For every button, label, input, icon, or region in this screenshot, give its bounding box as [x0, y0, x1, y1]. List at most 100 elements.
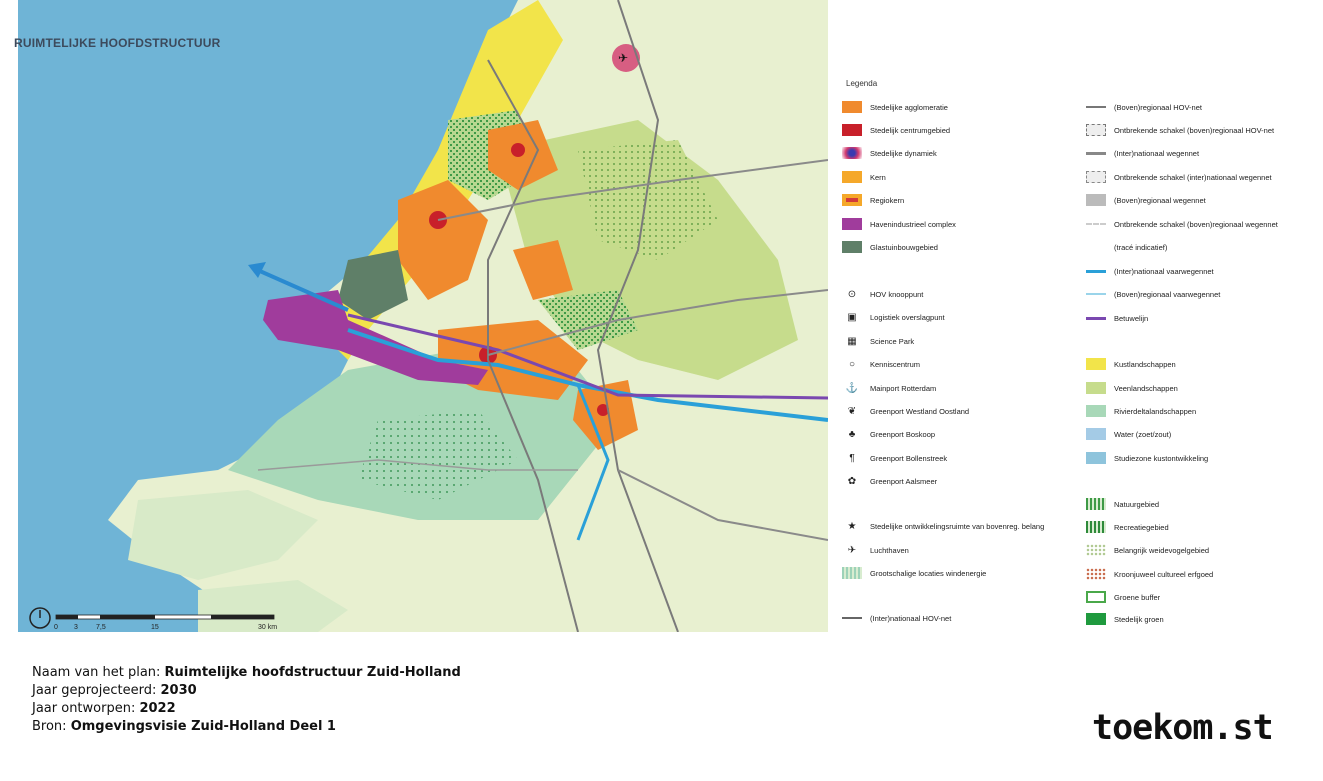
legend-swatch	[1086, 269, 1106, 273]
main-waterway	[347, 328, 828, 422]
science-park-icon: ▦	[847, 335, 857, 347]
legend-label: Rivierdeltalandschappen	[1114, 406, 1197, 416]
scale-label-3: 15	[151, 624, 159, 631]
legend-swatch	[1086, 521, 1106, 533]
legend-label: (Inter)nationaal vaarwegennet	[1114, 266, 1214, 276]
hov-knooppunt-icon: ⊙	[847, 288, 857, 300]
source-label: Bron:	[32, 719, 71, 734]
legend-item: ⊙ HOV knooppunt	[842, 287, 924, 301]
greenport-aalsmeer-icon: ✿	[847, 475, 857, 487]
source-value: Omgevingsvisie Zuid-Holland Deel 1	[70, 719, 336, 734]
legend-label: Belangrijk weidevogelgebied	[1114, 545, 1210, 555]
legend-item: (Boven)regionaal wegennet	[1086, 193, 1206, 207]
legend-swatch	[842, 241, 862, 253]
legend-item: Veenlandschappen	[1086, 381, 1178, 395]
legend-swatch	[842, 194, 862, 206]
sea-route-arrow	[248, 262, 266, 278]
legend-item: (Boven)regionaal HOV-net	[1086, 100, 1202, 114]
highway-a12	[437, 159, 828, 221]
legend-item: ⚓ Mainport Rotterdam	[842, 381, 937, 395]
scale-label-4: 30 km	[258, 624, 278, 631]
legend-swatch	[1086, 293, 1106, 295]
legend-item: Betuwelijn	[1086, 311, 1148, 325]
legend-label: Havenindustrieel complex	[870, 219, 956, 229]
legend-swatch	[842, 171, 862, 183]
legend-label: Stedelijk groen	[1114, 614, 1164, 624]
legend-item: Kern	[842, 170, 886, 184]
legend-label: Kroonjuweel cultureel erfgoed	[1114, 569, 1214, 579]
legend-title: Legenda	[846, 79, 878, 88]
legend-swatch	[842, 101, 862, 113]
legend-label: (tracé indicatief)	[1114, 242, 1168, 252]
highway-north-south	[487, 59, 579, 632]
legend-label: (Inter)nationaal HOV-net	[870, 613, 952, 623]
betuwe-line	[347, 313, 828, 400]
legend-label: Greenport Bollenstreek	[870, 453, 948, 463]
legend-label: Kustlandschappen	[1114, 359, 1176, 369]
road-south	[257, 459, 578, 471]
legend-item: ✈ Luchthaven	[842, 543, 909, 557]
source-row: Bron: Omgevingsvisie Zuid-Holland Deel 1	[32, 718, 461, 736]
sea-route-line	[252, 266, 349, 312]
legend-swatch	[1086, 151, 1106, 155]
highway-a20	[487, 289, 828, 356]
legend-label: Greenport Aalsmeer	[870, 476, 938, 486]
star-icon: ★	[847, 520, 857, 532]
legend-swatch	[1086, 194, 1106, 206]
legend-swatch	[1086, 498, 1106, 510]
scale-bar: 0 3 7,5 15 30 km	[26, 606, 286, 641]
legend-label: Ontbrekende schakel (boven)regionaal HOV…	[1114, 125, 1275, 135]
legend-label: Studiezone kustontwikkeling	[1114, 453, 1209, 463]
centre-dordrecht	[597, 404, 609, 416]
legend-item: Recreatiegebied	[1086, 520, 1169, 534]
legend-swatch	[842, 124, 862, 136]
projected-year-row: Jaar geprojecteerd: 2030	[32, 682, 461, 700]
map-title: RUIMTELIJKE HOOFDSTRUCTUUR	[14, 36, 221, 50]
legend-item: (Inter)nationaal vaarwegennet	[1086, 264, 1214, 278]
projected-year-label: Jaar geprojecteerd:	[32, 683, 161, 698]
legend-label: Logistiek overslagpunt	[870, 312, 945, 322]
legend-item: Natuurgebied	[1086, 497, 1159, 511]
plan-name-value: Ruimtelijke hoofdstructuur Zuid-Holland	[164, 665, 461, 680]
legend-label: (Inter)nationaal wegennet	[1114, 148, 1200, 158]
legend-item: Stedelijk centrumgebied	[842, 123, 950, 137]
legend-swatch	[1086, 613, 1106, 625]
legend-label: Grootschalige locaties windenergie	[870, 568, 987, 578]
map-panel: ✈	[18, 0, 828, 632]
legend-item: Stedelijke agglomeratie	[842, 100, 948, 114]
legend-item: ○ Kenniscentrum	[842, 357, 920, 371]
legend-swatch	[1086, 568, 1106, 580]
kenniscentrum-icon: ○	[848, 358, 856, 370]
legend-swatch	[1086, 428, 1106, 440]
legend-label: Stedelijke dynamiek	[870, 148, 937, 158]
legend-item: ▣ Logistiek overslagpunt	[842, 310, 945, 324]
legend-item: Stedelijk groen	[1086, 612, 1164, 626]
veen-hatch	[578, 140, 718, 260]
design-year-label: Jaar ontworpen:	[32, 701, 140, 716]
legend-item: Stedelijke dynamiek	[842, 146, 937, 160]
legend-item: Kustlandschappen	[1086, 357, 1176, 371]
legend-swatch	[842, 147, 862, 159]
legend-item: Glastuinbouwgebied	[842, 240, 938, 254]
scale-label-2: 7,5	[96, 624, 106, 631]
plan-info: Naam van het plan: Ruimtelijke hoofdstru…	[32, 664, 461, 736]
legend-label: Greenport Boskoop	[870, 429, 936, 439]
legend-swatch	[1086, 223, 1106, 225]
legend-label: Stedelijke agglomeratie	[870, 102, 948, 112]
legend-label: Greenport Westland Oostland	[870, 406, 970, 416]
legend-label: Kenniscentrum	[870, 359, 921, 369]
scale-bar-graphic	[29, 607, 275, 629]
legend-label: (Boven)regionaal wegennet	[1114, 195, 1206, 205]
legend-swatch	[1086, 241, 1106, 253]
den-haag-agglomeration	[398, 180, 488, 300]
projected-year-value: 2030	[160, 683, 197, 698]
greenport-boskoop-icon: ♣	[848, 428, 856, 440]
legend-label: Mainport Rotterdam	[870, 383, 937, 393]
north-arrow-icon	[29, 607, 51, 629]
legend-item: Grootschalige locaties windenergie	[842, 566, 986, 580]
legend-item: Belangrijk weidevogelgebied	[1086, 543, 1209, 557]
legend-label: Stedelijk centrumgebied	[870, 125, 951, 135]
legend-label: Recreatiegebied	[1114, 522, 1169, 532]
legend-item: Groene buffer	[1086, 590, 1160, 604]
legend-swatch	[842, 567, 862, 579]
